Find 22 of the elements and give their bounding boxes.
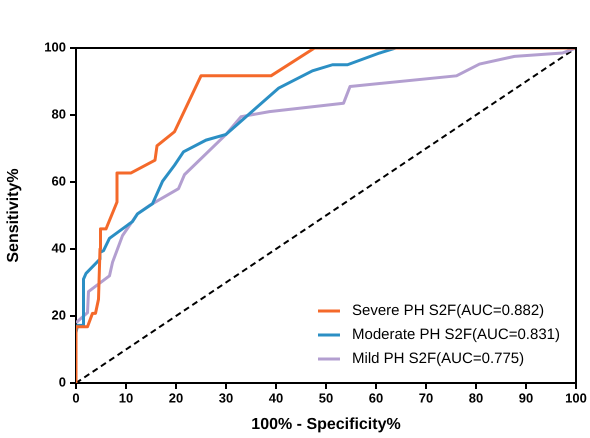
legend-label: Severe PH S2F(AUC=0.882) [352, 302, 544, 320]
legend-label: Moderate PH S2F(AUC=0.831) [352, 326, 560, 344]
x-tick-label: 40 [268, 390, 284, 406]
x-tick-label: 80 [468, 390, 484, 406]
x-axis-title: 100% - Specificity% [251, 416, 401, 433]
legend-label: Mild PH S2F(AUC=0.775) [352, 350, 524, 368]
x-tick-label: 90 [518, 390, 534, 406]
x-tick-label: 60 [368, 390, 384, 406]
x-tick-label: 10 [118, 390, 134, 406]
x-tick-label: 50 [318, 390, 334, 406]
y-axis-title: Sensitivity% [5, 168, 22, 263]
y-tick-label: 0 [58, 374, 66, 390]
y-tick-label: 20 [52, 308, 66, 323]
x-tick-label: 70 [418, 390, 434, 406]
x-tick-label: 100 [565, 390, 587, 406]
y-tick-label: 100 [44, 40, 66, 55]
y-tick-label: 60 [52, 174, 66, 189]
x-tick-label: 20 [168, 390, 184, 406]
x-tick-label: 0 [72, 390, 80, 406]
y-tick-label: 80 [52, 106, 66, 122]
x-tick-label: 30 [218, 390, 234, 406]
y-tick-label: 40 [52, 240, 66, 256]
